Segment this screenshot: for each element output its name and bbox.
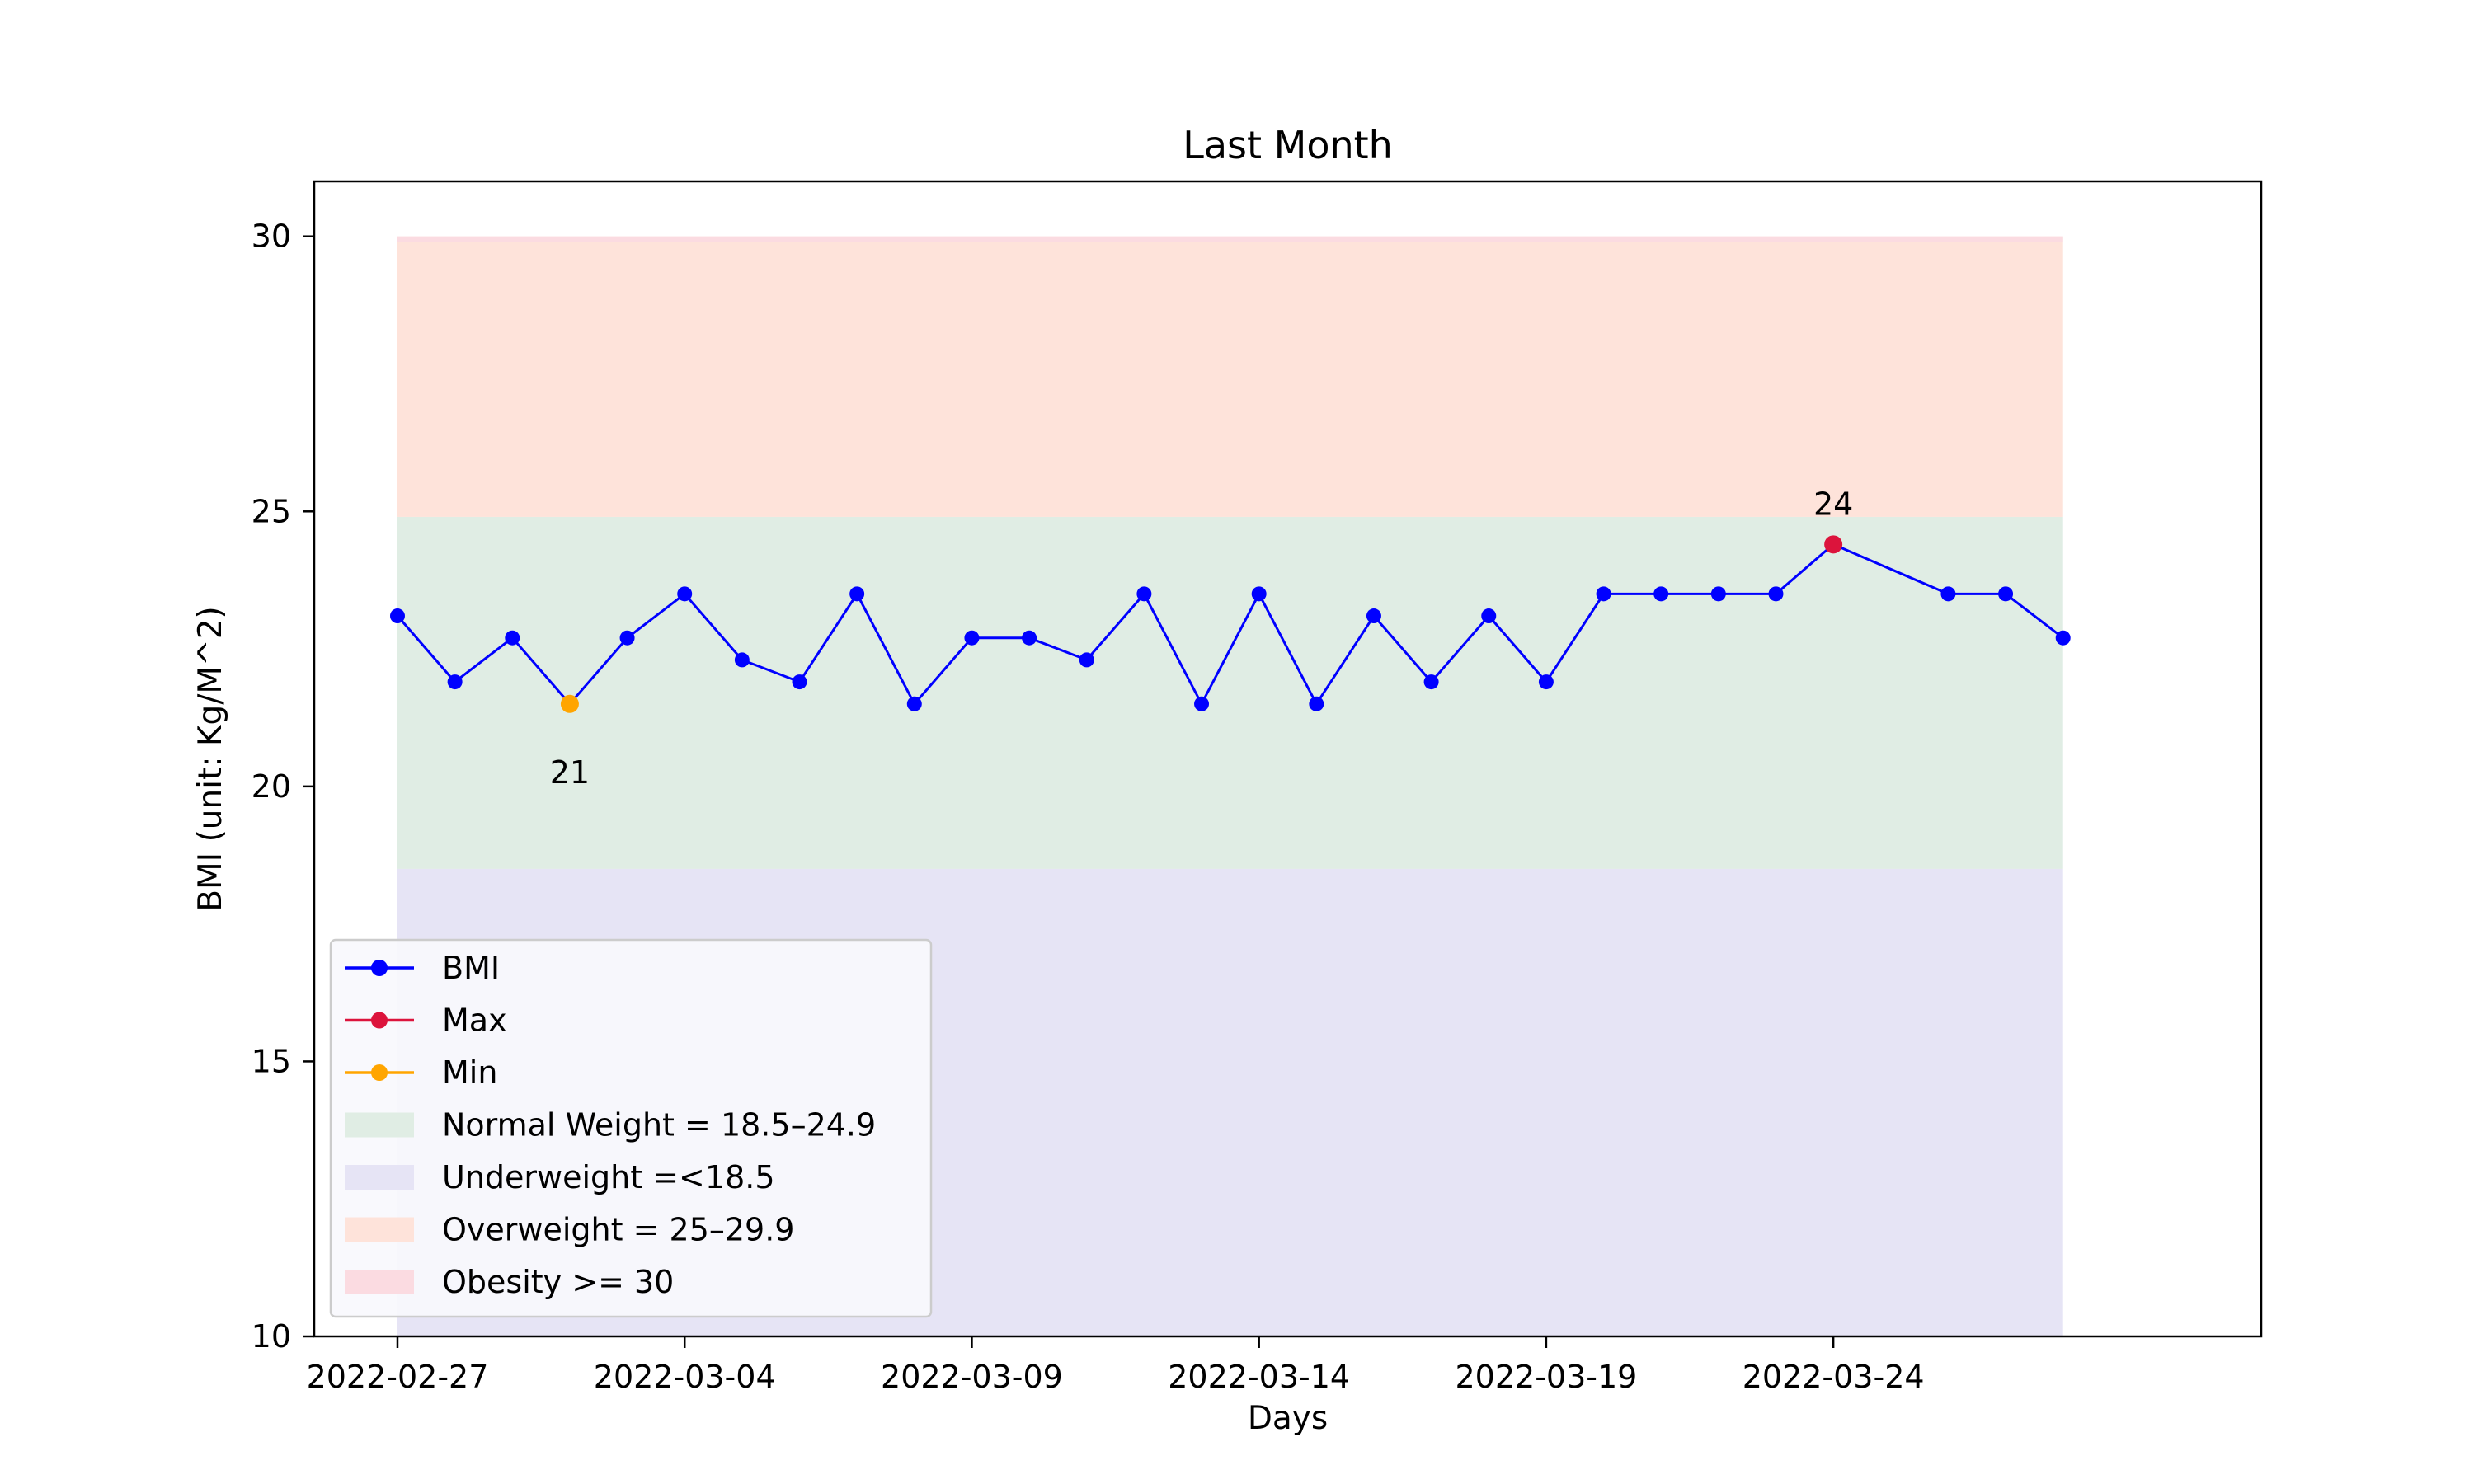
legend-patch-swatch [345, 1217, 414, 1242]
bmi-point [849, 586, 865, 602]
bmi-point [1079, 652, 1094, 668]
legend-marker-swatch [371, 1064, 388, 1081]
legend-entry: Min [345, 1054, 497, 1091]
bmi-point [906, 696, 922, 711]
max-point [1824, 535, 1843, 554]
bmi-point [1366, 608, 1381, 624]
plot-frame [313, 180, 2263, 1338]
legend-label: Min [442, 1054, 497, 1091]
overweight-band [397, 236, 2063, 517]
bmi-point [1710, 586, 1726, 602]
legend-label: Max [442, 1003, 507, 1039]
legend-entry: Obesity >= 30 [345, 1264, 674, 1300]
y-axis-label: BMI (unit: Kg/M^2) [192, 606, 229, 911]
legend-box [329, 938, 933, 1318]
bmi-point [1596, 586, 1611, 602]
bmi-point [1251, 586, 1267, 602]
legend-patch-swatch [345, 1112, 414, 1138]
legend-entry: Underweight =<18.5 [345, 1159, 775, 1195]
bmi-point [447, 674, 463, 690]
bmi-point [389, 608, 405, 624]
legend-entry: Normal Weight = 18.5–24.9 [345, 1107, 876, 1144]
legend-entry: BMI [345, 950, 500, 986]
legend-label: Underweight =<18.5 [442, 1159, 775, 1195]
legend-entry: Overweight = 25–29.9 [345, 1212, 794, 1248]
bmi-point [734, 652, 750, 668]
x-tick-label: 2022-03-04 [594, 1359, 776, 1395]
bmi-point [1136, 586, 1152, 602]
bmi-point [1481, 608, 1497, 624]
legend-label: Overweight = 25–29.9 [442, 1212, 794, 1248]
bmi-point [1998, 586, 2014, 602]
legend-label: BMI [442, 950, 500, 986]
legend-patch-swatch [345, 1270, 414, 1294]
legend-marker-swatch [371, 1012, 388, 1029]
y-tick-label: 25 [252, 493, 291, 529]
x-tick-label: 2022-03-24 [1743, 1359, 1925, 1395]
y-tick-label: 30 [252, 218, 291, 255]
min-point [560, 694, 579, 713]
min-value-label: 21 [550, 754, 590, 791]
y-axis: 10 15 20 25 30 [252, 218, 314, 1355]
bmi-point [1194, 696, 1210, 711]
legend-label: Obesity >= 30 [442, 1264, 674, 1300]
bmi-point [1309, 696, 1324, 711]
extreme-labels: 24 21 [550, 486, 1854, 790]
legend-label: Normal Weight = 18.5–24.9 [442, 1107, 876, 1144]
bmi-point [505, 630, 520, 646]
x-tick-label: 2022-03-09 [881, 1359, 1063, 1395]
bmi-point [1423, 674, 1439, 690]
series-points [389, 535, 2071, 713]
bmi-point [1768, 586, 1784, 602]
bmi-point [1653, 586, 1669, 602]
normal-weight-band [397, 516, 2063, 869]
legend: BMI Max Min Normal Weight = 18.5–24.9 Underw… [329, 938, 933, 1318]
obesity-band [397, 236, 2063, 242]
legend-marker-swatch [371, 960, 388, 976]
x-tick-label: 2022-02-27 [307, 1359, 489, 1395]
x-axis: 2022-02-27 2022-03-04 2022-03-09 2022-03-14… [307, 1336, 1925, 1395]
y-tick-label: 15 [252, 1043, 291, 1079]
x-tick-label: 2022-03-14 [1168, 1359, 1350, 1395]
bmi-point [1022, 630, 1037, 646]
bmi-point [619, 630, 635, 646]
x-tick-label: 2022-03-19 [1455, 1359, 1637, 1395]
max-value-label: 24 [1813, 486, 1853, 522]
bmi-point [792, 674, 807, 690]
bmi-point [2055, 630, 2071, 646]
x-axis-label: Days [1248, 1400, 1328, 1437]
y-tick-label: 10 [252, 1318, 291, 1355]
y-tick-label: 20 [252, 768, 291, 805]
bmi-point [1538, 674, 1554, 690]
chart-title: Last Month [1183, 123, 1393, 167]
bmi-point [677, 586, 693, 602]
legend-entry: Max [345, 1003, 507, 1039]
bmi-point [964, 630, 980, 646]
bmi-point [1940, 586, 1956, 602]
legend-patch-swatch [345, 1165, 414, 1190]
